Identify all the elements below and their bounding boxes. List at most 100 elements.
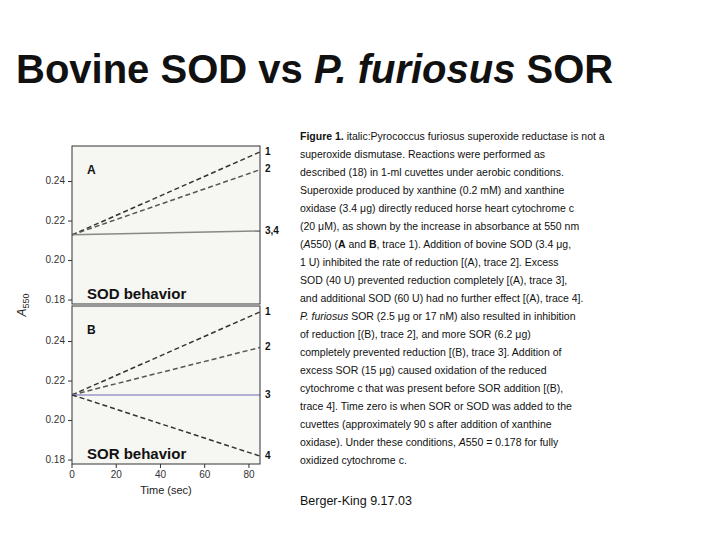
caption-segment: oxidized cytochrome c. (300, 454, 407, 466)
caption-segment: oxidase (3.4 μg) directly reduced horse … (300, 202, 574, 214)
caption-line: P. furiosus SOR (2.5 μg or 17 nM) also r… (300, 310, 576, 322)
caption-segment: SOR (2.5 μg or 17 nM) also resulted in i… (348, 310, 575, 322)
page: Bovine SOD vs P. furiosus SOR 0.18 0.20 0.2… (0, 0, 720, 540)
y-tick-label: 0.24 (46, 335, 66, 346)
series-group (72, 152, 260, 235)
x-tick (116, 464, 117, 468)
caption-segment: cuvettes (approximately 90 s after addit… (300, 418, 552, 430)
caption-segment: (20 μM), as shown by the increase in abs… (300, 220, 579, 232)
caption-line: trace 4]. Time zero is when SOR or SOD w… (300, 400, 572, 412)
caption-segment: completely prevented reduction [(B), tra… (300, 346, 562, 358)
behavior-label: SOD behavior (87, 285, 186, 302)
caption-line: superoxide dismutase. Reactions were per… (300, 148, 545, 160)
caption-line: Figure 1. italic:Pyrococcus furiosus sup… (300, 130, 605, 142)
plot-area (72, 146, 260, 304)
series-line (72, 394, 260, 396)
background (0, 0, 720, 540)
y-tick-label: 0.24 (46, 175, 66, 186)
caption-segment: , trace 1). Addition of bovine SOD (3.4 … (377, 238, 572, 250)
caption-line: and additional SOD (60 U) had no further… (300, 292, 583, 304)
caption-line: excess SOR (15 μg) caused oxidation of t… (300, 364, 547, 376)
y-tick-label: 0.20 (46, 414, 66, 425)
y-axis-label-part: A (15, 309, 29, 318)
caption-segment: oxidase). Under these conditions, (300, 436, 459, 448)
x-axis-label: Time (sec) (140, 484, 192, 496)
plot-area (72, 306, 260, 464)
series-label: 1 (265, 146, 271, 157)
y-tick-label: 0.22 (46, 375, 66, 386)
caption-segment: and additional SOD (60 U) had no further… (300, 292, 583, 304)
y-axis-label: A550 (15, 293, 31, 317)
y-tick (68, 460, 72, 461)
caption-segment: A (458, 436, 466, 448)
panel-label: B (87, 323, 96, 337)
plot-frame (72, 306, 260, 464)
series-label: 1 (265, 306, 271, 317)
series-label: 4 (265, 450, 271, 461)
y-tick-label: 0.22 (46, 215, 66, 226)
caption-line: oxidase). Under these conditions, A550 =… (300, 436, 559, 448)
caption-segment: superoxide dismutase. Reactions were per… (300, 148, 545, 160)
caption-line: (A550) (A and B, trace 1). Addition of b… (300, 238, 571, 250)
caption-line: described (18) in 1-ml cuvettes under ae… (300, 166, 564, 178)
x-tick-label: 40 (155, 469, 167, 480)
caption-line: cuvettes (approximately 90 s after addit… (300, 418, 552, 430)
y-tick-label: 0.18 (46, 454, 66, 465)
series-group (72, 312, 260, 456)
caption-segment: superoxide reductase is not a (465, 130, 605, 142)
caption-segment: of reduction [(B), trace 2], and more SO… (300, 328, 531, 340)
x-tick (204, 464, 205, 468)
series-label: 2 (265, 341, 271, 352)
caption-segment: P. furiosus (300, 310, 349, 322)
footer: Berger-King 9.17.03 (300, 494, 412, 508)
caption-segment: cytochrome c that was present before SOR… (300, 382, 563, 394)
caption-line: oxidase (3.4 μg) directly reduced horse … (300, 202, 574, 214)
y-tick (68, 181, 72, 182)
series-line (72, 312, 260, 395)
caption-segment: and (346, 238, 369, 250)
series-line (72, 347, 260, 394)
caption-line: completely prevented reduction [(B), tra… (300, 346, 562, 358)
caption-segment: 1 U) inhibited the rate of reduction [(A… (300, 256, 559, 268)
title-part: Bovine SOD vs (16, 47, 314, 91)
caption-line: cytochrome c that was present before SOR… (300, 382, 563, 394)
x-tick (248, 464, 249, 468)
series-line (72, 231, 260, 235)
x-tick (160, 464, 161, 468)
x-tick-label: 80 (243, 469, 255, 480)
caption-line: (20 μM), as shown by the increase in abs… (300, 220, 579, 232)
caption-segment: described (18) in 1-ml cuvettes under ae… (300, 166, 564, 178)
caption-line: 1 U) inhibited the rate of reduction [(A… (300, 256, 559, 268)
x-tick-label: 60 (199, 469, 211, 480)
series-line (72, 170, 260, 235)
y-tick-label: 0.18 (46, 294, 66, 305)
series-line (72, 152, 260, 235)
caption-line: of reduction [(B), trace 2], and more SO… (300, 328, 531, 340)
caption-segment: 550 = 0.178 for fully (466, 436, 559, 448)
y-tick (68, 341, 72, 342)
series-label: 2 (265, 163, 271, 174)
caption-segment: Figure 1. (300, 130, 344, 142)
caption-segment: A (303, 238, 311, 250)
x-tick (72, 464, 73, 468)
plot-frame (72, 146, 260, 304)
y-tick-label: 0.20 (46, 254, 66, 265)
series-label: 3,4 (265, 225, 279, 236)
panel: 0.180.200.220.24020406080Time (sec)1234B… (46, 306, 271, 496)
x-tick-label: 20 (111, 469, 123, 480)
behavior-label: SOR behavior (87, 445, 186, 462)
caption-segment: excess SOR (15 μg) caused oxidation of t… (300, 364, 547, 376)
caption-segment: 550) ( (311, 238, 339, 250)
y-tick (68, 260, 72, 261)
y-tick (68, 381, 72, 382)
caption-segment: SOD (40 U) prevented reduction completel… (300, 274, 567, 286)
caption-segment: italic:Pyrococcus furiosus (344, 130, 465, 142)
series-label: 3 (265, 389, 271, 400)
title: Bovine SOD vs P. furiosus SOR (16, 47, 613, 91)
panel-label: A (87, 163, 96, 177)
y-axis-label-part: 550 (21, 293, 31, 308)
caption-line: Superoxide produced by xanthine (0.2 mM)… (300, 184, 565, 196)
caption-segment: trace 4]. Time zero is when SOR or SOD w… (300, 400, 572, 412)
title-part: SOR (515, 47, 613, 91)
caption-line: oxidized cytochrome c. (300, 454, 407, 466)
